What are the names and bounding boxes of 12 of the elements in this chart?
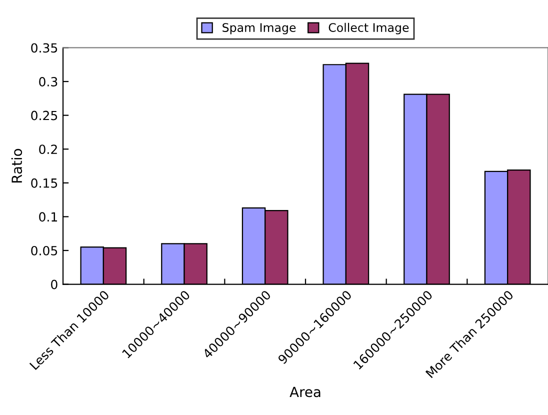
y-tick-label: 0.1	[39, 212, 58, 222]
y-tick-label: 0.2	[39, 144, 57, 154]
y-tick-label: 0.05	[31, 246, 58, 256]
legend-label: Spam Image	[222, 23, 296, 34]
y-tick-label: 0.15	[31, 178, 58, 188]
y-tick-label: 0.25	[31, 110, 58, 120]
y-tick-label: 0.3	[39, 76, 58, 86]
y-tick-label: 0.35	[31, 43, 58, 53]
y-axis-title: Ratio	[11, 148, 22, 182]
legend-label: Collect Image	[328, 22, 409, 34]
y-tick-label: 0	[51, 280, 58, 290]
x-axis-title: Area	[290, 386, 320, 398]
